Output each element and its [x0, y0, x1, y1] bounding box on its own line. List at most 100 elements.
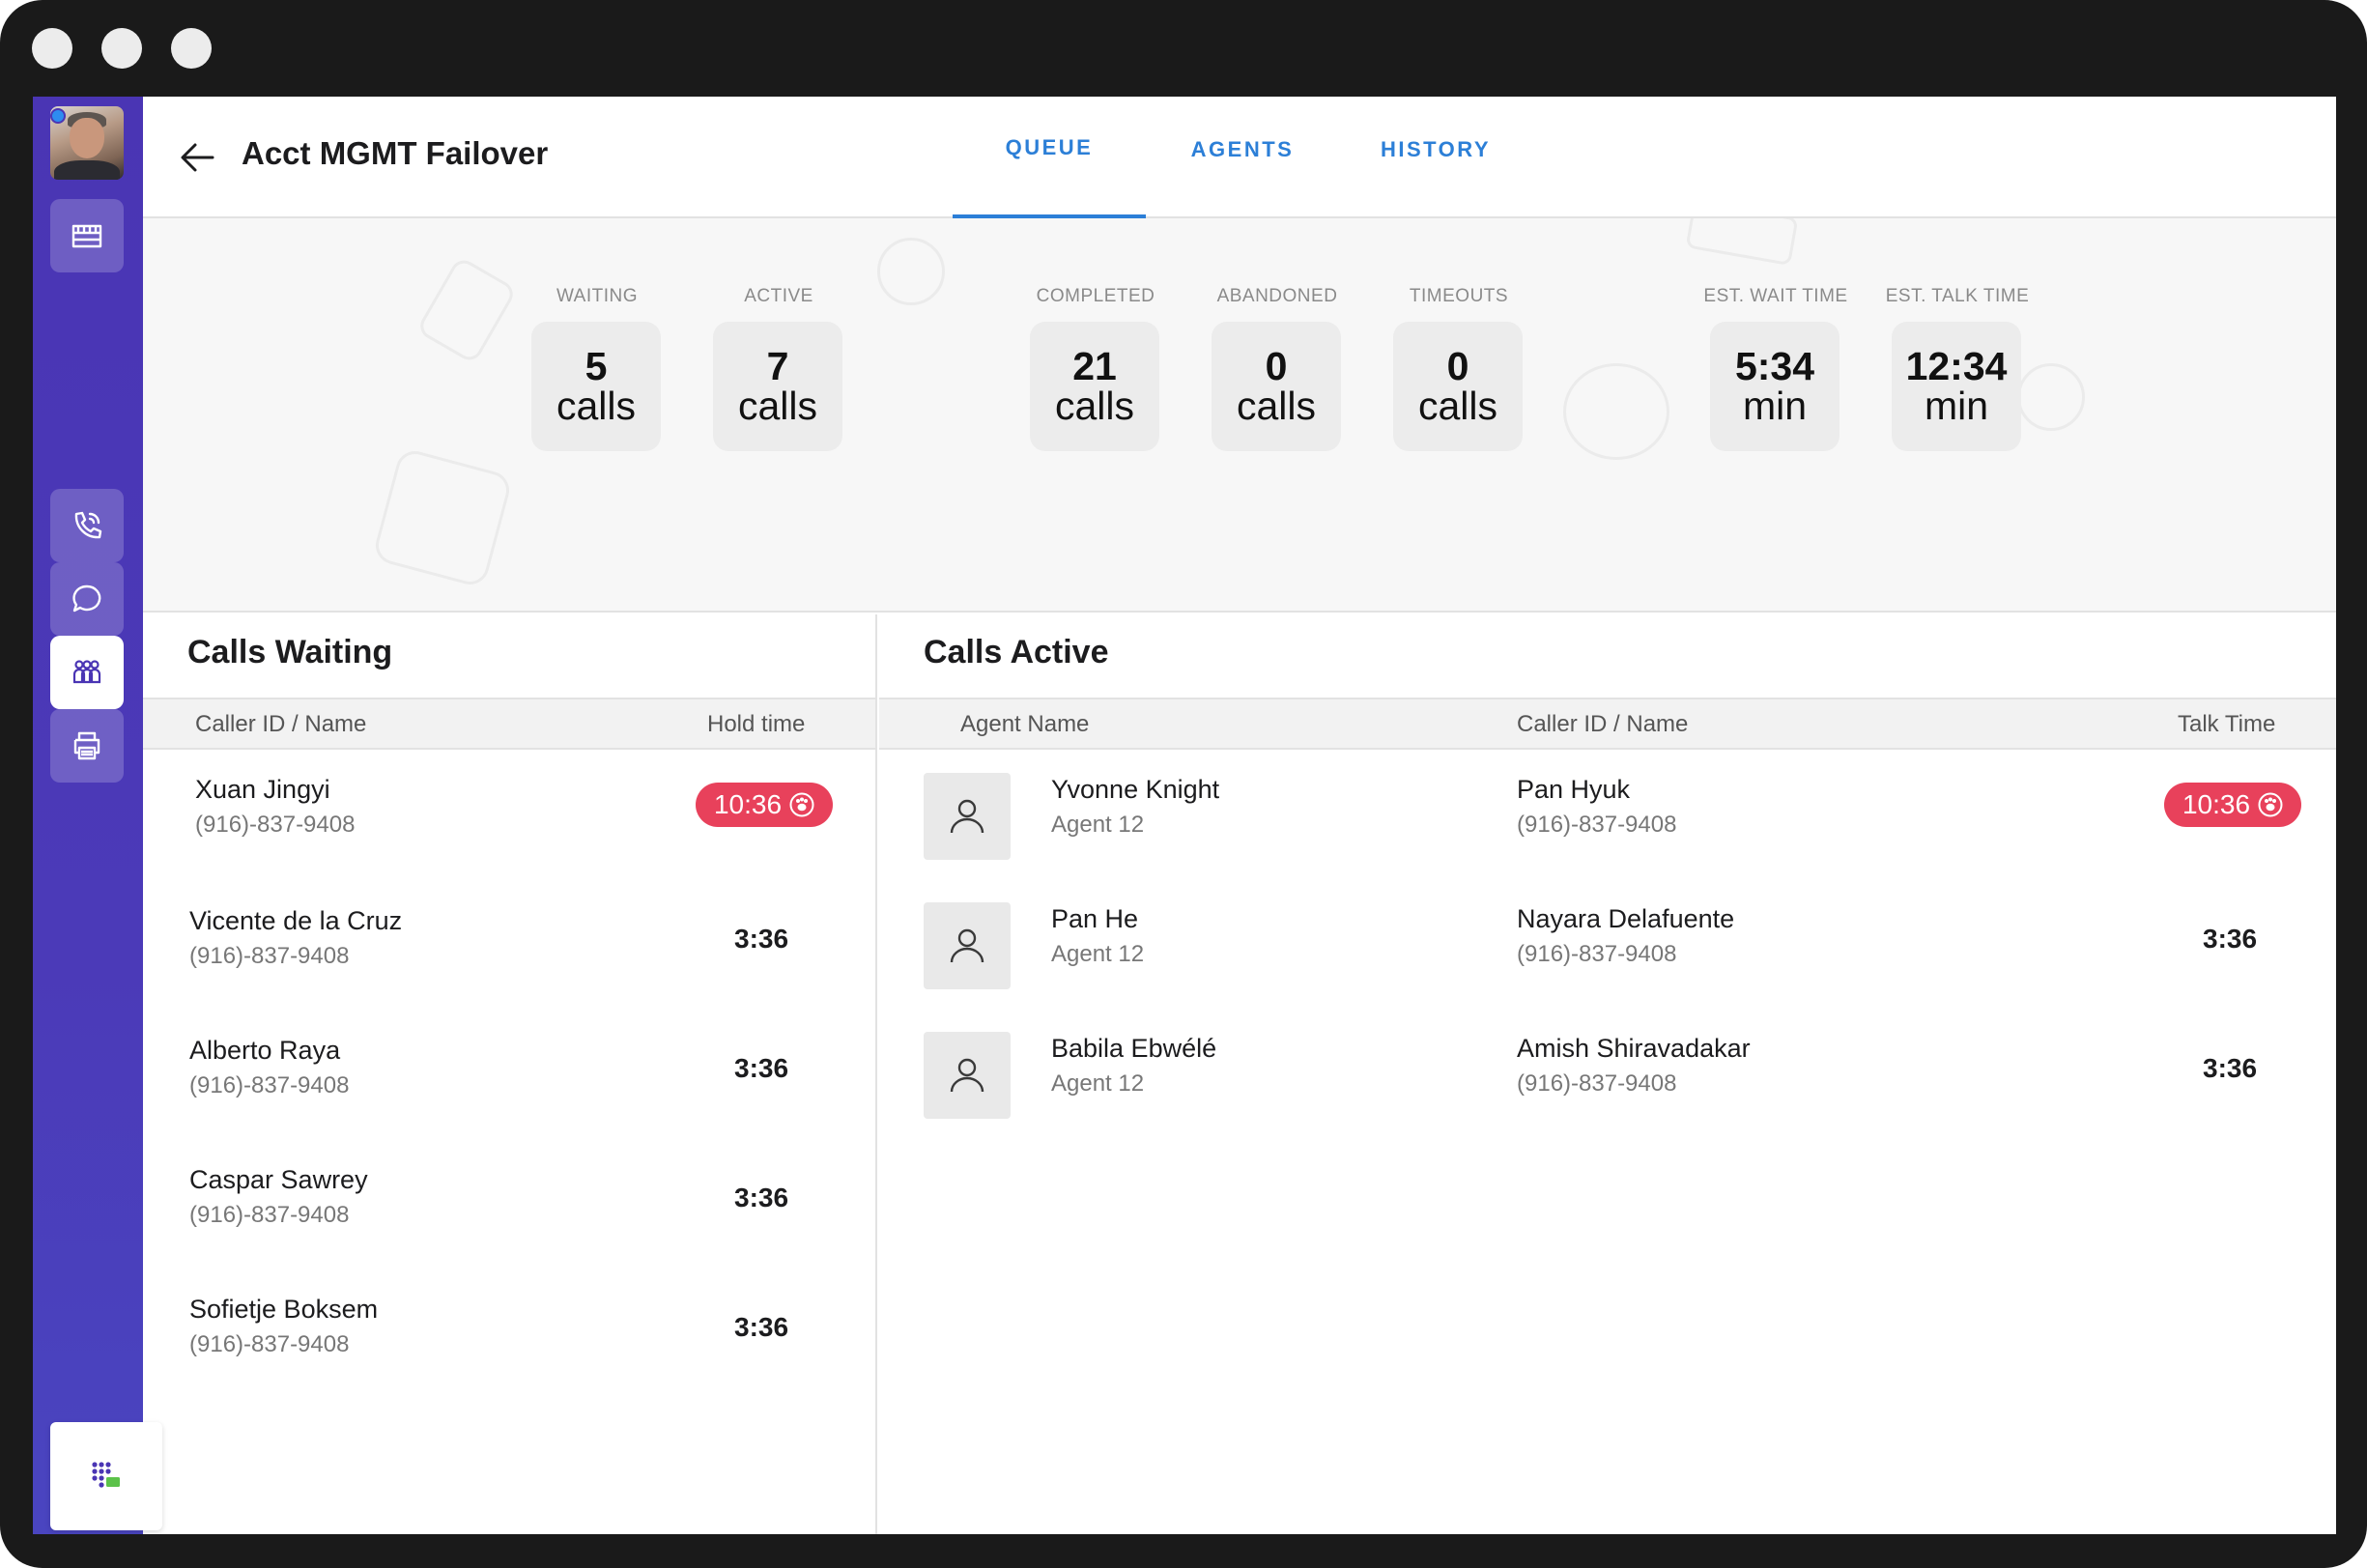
- agent-avatar: [924, 902, 1011, 989]
- stat-value: 7: [766, 344, 789, 388]
- chat-icon: [72, 584, 101, 613]
- table-row[interactable]: Pan He Agent 12 Nayara Delafuente (916)-…: [879, 900, 2336, 1030]
- stat-label: WAITING: [556, 286, 639, 306]
- table-row[interactable]: Sofietje Boksem (916)-837-9408 3:36: [143, 1289, 875, 1418]
- stat-card: 7 calls: [713, 322, 842, 451]
- caller-phone: (916)-837-9408: [1517, 941, 1677, 967]
- stat-unit: calls: [1236, 384, 1317, 428]
- paw-alert-icon: [789, 792, 814, 817]
- agent-label: Agent 12: [1051, 1070, 1145, 1097]
- stat-value: 21: [1072, 344, 1117, 388]
- talk-time: 10:36: [2182, 789, 2251, 819]
- stat-value: 0: [1265, 344, 1288, 388]
- caller-name: Xuan Jingyi: [195, 775, 330, 804]
- table-row[interactable]: Caspar Sawrey (916)-837-9408 3:36: [143, 1159, 875, 1289]
- sidebar-item-calls[interactable]: [50, 489, 124, 562]
- column-header-agent: Agent Name: [960, 711, 1090, 737]
- background-pattern: [877, 238, 945, 305]
- stat-value: 12:34: [1905, 344, 2008, 388]
- stat-card: 5:34 min: [1710, 322, 1839, 451]
- phone-icon: [74, 511, 102, 539]
- stat-card: 0 calls: [1393, 322, 1523, 451]
- talk-time-alert-badge: 10:36: [2164, 783, 2301, 827]
- talk-time: 3:36: [2203, 1053, 2258, 1083]
- app-screen: Acct MGMT Failover QUEUE AGENTS HISTORY …: [33, 97, 2336, 1534]
- table-row[interactable]: Vicente de la Cruz (916)-837-9408 3:36: [143, 900, 875, 1030]
- hold-time: 3:36: [734, 1183, 789, 1212]
- dialpad-icon: [92, 1462, 120, 1488]
- background-pattern: [1563, 363, 1669, 460]
- back-arrow-icon[interactable]: [178, 137, 218, 178]
- caller-phone: (916)-837-9408: [189, 1202, 350, 1228]
- stat-value: 0: [1446, 344, 1469, 388]
- stat-unit: calls: [1417, 384, 1498, 428]
- table-row[interactable]: Alberto Raya (916)-837-9408 3:36: [143, 1030, 875, 1159]
- printer-icon: [73, 731, 100, 760]
- stat-label: EST. TALK TIME: [1885, 286, 2030, 306]
- dialpad-button[interactable]: [50, 1422, 162, 1530]
- agent-avatar: [924, 773, 1011, 860]
- window-control-dot[interactable]: [171, 28, 212, 69]
- caller-phone: (916)-837-9408: [1517, 812, 1677, 838]
- tab-queue[interactable]: QUEUE: [953, 97, 1146, 218]
- column-header-caller: Caller ID / Name: [1517, 711, 1689, 737]
- table-row[interactable]: Yvonne Knight Agent 12 Pan Hyuk (916)-83…: [879, 771, 2336, 900]
- table-row[interactable]: Babila Ebwélé Agent 12 Amish Shiravadaka…: [879, 1030, 2336, 1159]
- background-pattern: [371, 446, 514, 589]
- caller-phone: (916)-837-9408: [189, 1072, 350, 1098]
- stat-unit: calls: [1054, 384, 1135, 428]
- caller-phone: (916)-837-9408: [195, 812, 356, 838]
- store-icon: [71, 224, 102, 248]
- sidebar-item-fax[interactable]: [50, 709, 124, 783]
- stat-value: 5: [585, 344, 608, 388]
- sidebar-item-queues[interactable]: [50, 636, 124, 709]
- column-header-hold-time: Hold time: [707, 711, 806, 737]
- stat-label: EST. WAIT TIME: [1703, 286, 1848, 306]
- page-header: Acct MGMT Failover QUEUE AGENTS HISTORY: [143, 97, 2336, 218]
- paw-alert-icon: [2258, 792, 2283, 817]
- stat-value: 5:34: [1734, 344, 1815, 388]
- agent-label: Agent 12: [1051, 812, 1145, 838]
- caller-phone: (916)-837-9408: [1517, 1070, 1677, 1097]
- hold-time-alert-badge: 10:36: [696, 783, 833, 827]
- stat-unit: calls: [737, 384, 818, 428]
- caller-name: Amish Shiravadakar: [1517, 1034, 1751, 1063]
- presence-indicator: [50, 108, 66, 124]
- caller-phone: (916)-837-9408: [189, 943, 350, 969]
- table-row[interactable]: Xuan Jingyi (916)-837-9408 10:36: [143, 771, 875, 900]
- tab-agents[interactable]: AGENTS: [1190, 137, 1295, 161]
- table-header: Caller ID / Name Hold time: [143, 698, 875, 750]
- table-header: Agent Name Caller ID / Name Talk Time: [879, 698, 2336, 750]
- person-icon: [950, 1058, 984, 1093]
- queue-stats: WAITING 5 calls ACTIVE 7 calls COMPLETED…: [143, 218, 2336, 613]
- window-control-dot[interactable]: [32, 28, 72, 69]
- agent-avatar: [924, 1032, 1011, 1119]
- sidebar-item-store[interactable]: [50, 199, 124, 272]
- tab-history[interactable]: HISTORY: [1380, 137, 1492, 161]
- stat-unit: min: [1742, 384, 1808, 428]
- caller-name: Caspar Sawrey: [189, 1165, 368, 1194]
- sidebar-item-chat[interactable]: [50, 562, 124, 636]
- stat-label: ACTIVE: [744, 286, 813, 306]
- stat-label: TIMEOUTS: [1409, 286, 1509, 306]
- panel-title: Calls Active: [924, 634, 1109, 670]
- column-header-talk-time: Talk Time: [2178, 711, 2276, 737]
- stat-card: 21 calls: [1030, 322, 1159, 451]
- agent-name: Pan He: [1051, 904, 1139, 933]
- caller-name: Nayara Delafuente: [1517, 904, 1735, 933]
- stat-card: 0 calls: [1212, 322, 1341, 451]
- background-pattern: [1685, 218, 1799, 267]
- stat-card: 5 calls: [531, 322, 661, 451]
- panel-title: Calls Waiting: [187, 634, 393, 670]
- window-control-dot[interactable]: [101, 28, 142, 69]
- hold-time: 3:36: [734, 924, 789, 954]
- hold-time: 10:36: [713, 789, 783, 819]
- stat-card: 12:34 min: [1892, 322, 2021, 451]
- page-title: Acct MGMT Failover: [242, 135, 549, 171]
- group-icon: [72, 660, 101, 684]
- hold-time: 3:36: [734, 1053, 789, 1083]
- user-avatar[interactable]: [50, 106, 124, 180]
- stat-unit: min: [1924, 384, 1989, 428]
- caller-name: Vicente de la Cruz: [189, 906, 403, 935]
- agent-name: Babila Ebwélé: [1051, 1034, 1217, 1063]
